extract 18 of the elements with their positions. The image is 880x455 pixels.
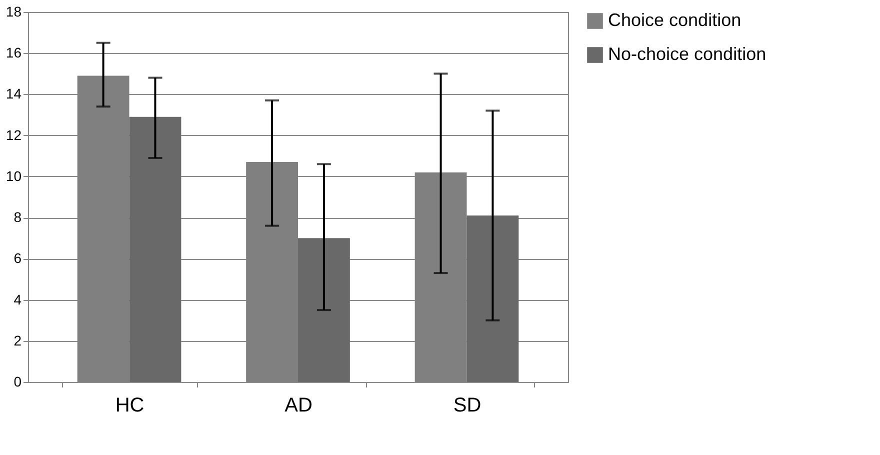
x-tick-label: HC bbox=[115, 394, 144, 416]
y-tick-label: 12 bbox=[6, 126, 22, 143]
y-tick-label: 4 bbox=[14, 291, 22, 308]
bar bbox=[298, 238, 350, 382]
y-tick-label: 6 bbox=[14, 250, 22, 266]
x-tick-label: SD bbox=[453, 394, 482, 416]
y-tick-label: 16 bbox=[6, 44, 22, 61]
bar bbox=[129, 116, 182, 382]
y-tick-label: 0 bbox=[14, 374, 22, 390]
y-tick-label: 18 bbox=[6, 4, 22, 20]
y-tick-label: 10 bbox=[6, 168, 22, 184]
y-tick-label: 2 bbox=[14, 332, 22, 348]
y-tick-label: 8 bbox=[14, 209, 22, 226]
legend-label: No-choice condition bbox=[608, 44, 766, 64]
y-tick-label: 14 bbox=[6, 86, 22, 102]
bar bbox=[466, 216, 519, 382]
legend-label: Choice condition bbox=[608, 10, 742, 30]
x-tick-label: AD bbox=[284, 394, 312, 416]
